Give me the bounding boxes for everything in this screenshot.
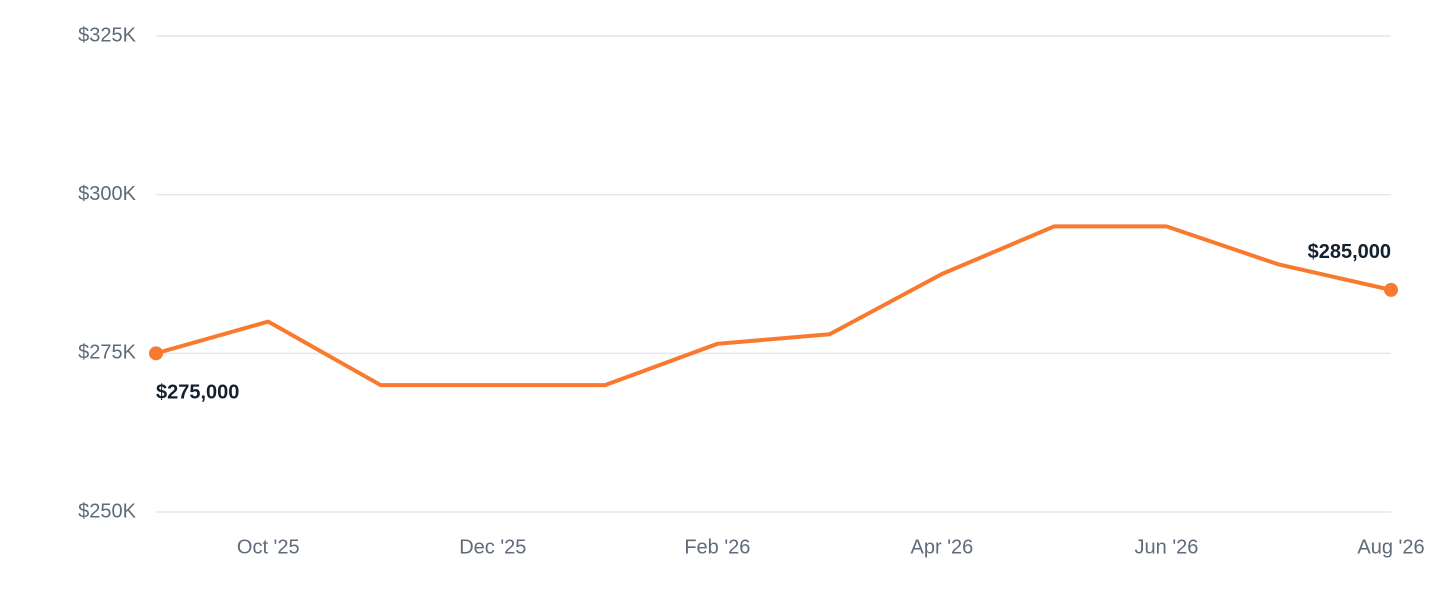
point (149, 346, 163, 361)
x-tick-label: Feb '26 (684, 536, 750, 558)
x-tick-label: Dec '25 (459, 536, 526, 558)
y-tick-label: $300K (78, 183, 136, 205)
value-label: $285,000 (1308, 241, 1391, 263)
x-tick-label: Jun '26 (1135, 536, 1199, 558)
y-tick-label: $275K (78, 342, 136, 364)
x-tick-label: Aug '26 (1357, 536, 1424, 558)
value-label: $275,000 (156, 382, 239, 404)
x-tick-label: Oct '25 (237, 536, 300, 558)
line (155, 224, 1392, 388)
x-tick-label: Apr '26 (911, 536, 974, 558)
y-tick-label: $250K (78, 500, 136, 522)
y-tick-label: $325K (78, 24, 136, 46)
point (1384, 282, 1398, 297)
